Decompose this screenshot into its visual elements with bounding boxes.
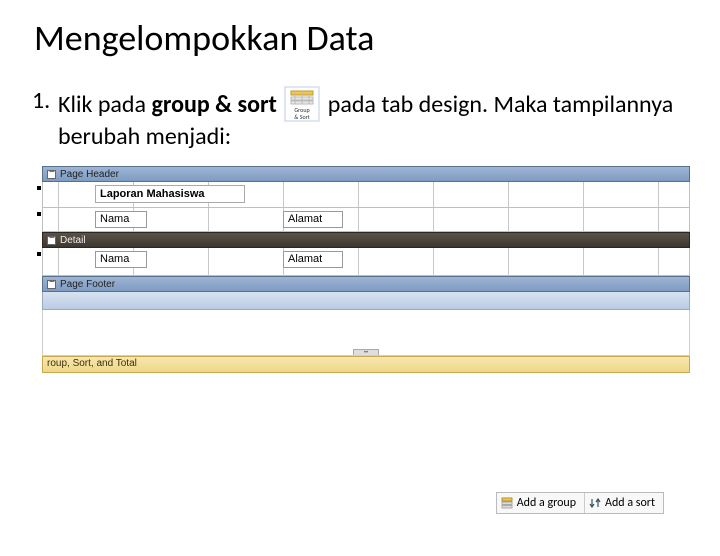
add-group-button[interactable]: Add a group: [497, 493, 585, 513]
section-bar-page-header[interactable]: Page Header: [42, 166, 690, 182]
step-bold: group & sort: [151, 90, 276, 119]
section-bar-detail[interactable]: Detail: [42, 232, 690, 248]
collapse-icon[interactable]: [47, 236, 56, 245]
group-sort-buttons: Add a group Add a sort: [496, 492, 664, 514]
add-sort-button[interactable]: Add a sort: [585, 493, 663, 513]
svg-text:& Sort: & Sort: [295, 113, 310, 121]
header-row[interactable]: Laporan Mahasiswa: [43, 182, 689, 208]
step-number: 1.: [32, 86, 50, 116]
detail-row[interactable]: Nama Alamat: [43, 248, 689, 276]
textbox-alamat[interactable]: Alamat: [283, 251, 343, 268]
instruction-step: 1. Klik pada group & sort Group & Sort p…: [58, 86, 690, 152]
sort-icon: [589, 497, 601, 509]
collapse-icon[interactable]: [47, 170, 56, 179]
step-text-before: Klik pada: [58, 90, 151, 119]
textbox-nama[interactable]: Nama: [95, 251, 147, 268]
header-row-2[interactable]: Nama Alamat: [43, 208, 689, 232]
section-label: Page Header: [60, 169, 119, 180]
designer-blank-area: ••: [42, 310, 690, 356]
label-alamat[interactable]: Alamat: [283, 211, 343, 228]
group-sort-icon: Group & Sort: [284, 86, 320, 122]
add-group-label: Add a group: [517, 496, 576, 510]
page-title: Mengelompokkan Data: [34, 16, 720, 60]
ruler-tick: [37, 186, 41, 190]
add-sort-label: Add a sort: [605, 496, 655, 510]
section-label: Detail: [60, 235, 86, 246]
ruler-tick: [37, 212, 41, 216]
collapse-icon[interactable]: [47, 280, 56, 289]
splitter-handle[interactable]: ••: [353, 349, 379, 355]
report-designer: Page Header Laporan Mahasiswa Nama Alama…: [42, 166, 690, 373]
section-bar-page-footer[interactable]: Page Footer: [42, 276, 690, 292]
footer-band[interactable]: [42, 292, 690, 310]
group-sort-total-bar[interactable]: roup, Sort, and Total: [42, 356, 690, 373]
label-nama[interactable]: Nama: [95, 211, 147, 228]
section-label: Page Footer: [60, 279, 115, 290]
ruler-tick: [37, 252, 41, 256]
report-title-field[interactable]: Laporan Mahasiswa: [95, 185, 245, 203]
group-icon: [501, 497, 513, 509]
